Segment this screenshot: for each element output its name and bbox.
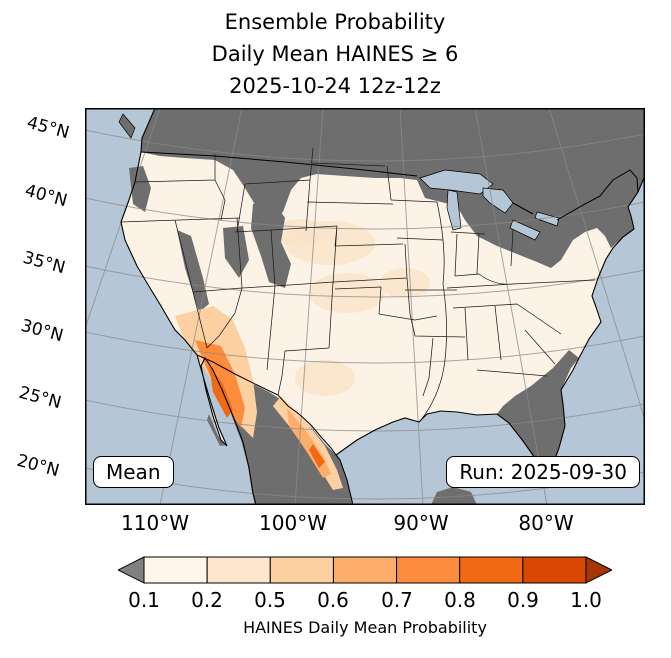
lat-label-25n: 25°N (16, 382, 64, 414)
lat-label-45n: 45°N (24, 112, 72, 144)
lat-label-20n: 20°N (14, 450, 62, 482)
colorbar-segments (143, 556, 587, 584)
coastline (120, 108, 645, 505)
lon-label-80w: 80°W (518, 511, 574, 535)
state-borders (120, 147, 596, 421)
colorbar-tick-label: 0.8 (444, 588, 476, 612)
colorbar-tick-label: 0.1 (128, 588, 160, 612)
title-line-1: Ensemble Probability (224, 10, 446, 34)
baja-tip-masked (207, 414, 226, 446)
mean-annotation-box: Mean (93, 456, 174, 488)
lon-label-110w: 110°W (121, 511, 189, 535)
colorbar-segment (522, 556, 587, 584)
colorbar-tick-label: 0.7 (381, 588, 413, 612)
map-canvas (85, 108, 645, 505)
colorbar-over-arrow (585, 556, 612, 584)
vancouver-island (118, 113, 136, 139)
florida-southeast-masked (497, 350, 579, 471)
lat-label-40n: 40°N (22, 180, 70, 212)
colorbar-segment (332, 556, 398, 584)
yucatan (431, 487, 477, 505)
colorbar-axis-label: HAINES Daily Mean Probability (243, 618, 487, 637)
figure-title: Ensemble Probability Daily Mean HAINES ≥… (55, 6, 615, 102)
colorbar-under-arrow (118, 556, 145, 584)
map-frame (85, 108, 645, 505)
run-date-annotation-box: Run: 2025-09-30 (446, 456, 640, 488)
colorbar-tick-label: 0.2 (191, 588, 223, 612)
lon-label-100w: 100°W (259, 511, 327, 535)
colorbar-segment (206, 556, 271, 584)
rio-grande-dark (309, 444, 325, 468)
title-line-2: Daily Mean HAINES ≥ 6 (211, 42, 459, 66)
lake-michigan (446, 189, 462, 231)
colorbar-segment (143, 556, 208, 584)
high-probability-regions (175, 306, 343, 490)
colorbar-segment (269, 556, 334, 584)
colorbar-tick-label: 1.0 (570, 588, 602, 612)
title-line-3: 2025-10-24 12z-12z (229, 74, 441, 98)
colorbar-tick-label: 0.9 (507, 588, 539, 612)
colorbar-tick-label: 0.6 (317, 588, 349, 612)
lon-label-90w: 90°W (393, 511, 449, 535)
rockies-masked (251, 200, 291, 288)
lake-ontario (534, 211, 560, 227)
us-mexico-border (196, 354, 337, 456)
lat-label-30n: 30°N (18, 315, 66, 347)
coast-range-masked (129, 166, 151, 212)
arizona-sonora-dark (209, 366, 233, 418)
colorbar (118, 556, 612, 584)
lat-label-35n: 35°N (20, 247, 68, 279)
us-canada-border (140, 151, 639, 221)
lake-erie (509, 219, 541, 241)
colorbar-segment (396, 556, 461, 584)
colorbar-segment (459, 556, 524, 584)
colorbar-tick-label: 0.5 (254, 588, 286, 612)
utah-masked (223, 226, 249, 278)
